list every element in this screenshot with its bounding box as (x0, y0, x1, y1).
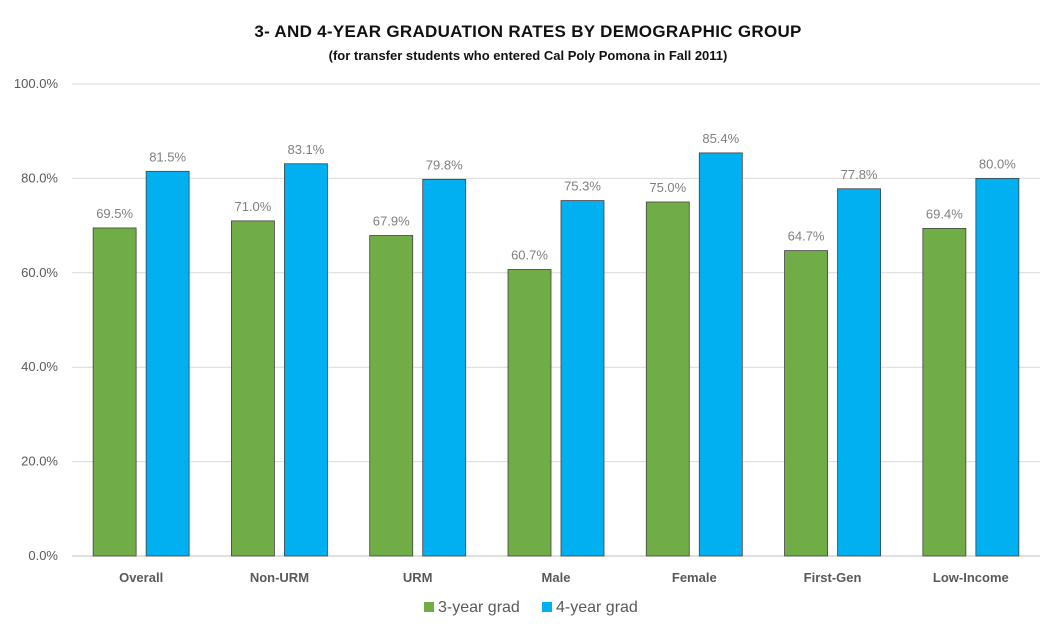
data-label: 81.5% (149, 149, 186, 164)
y-tick-label: 80.0% (21, 170, 58, 185)
data-label: 64.7% (788, 229, 825, 244)
x-tick-label: Overall (119, 570, 163, 585)
bar (837, 188, 881, 557)
data-label: 79.8% (426, 157, 463, 172)
x-tick-label: URM (403, 570, 433, 585)
bar (422, 178, 467, 557)
x-tick-label: Male (542, 570, 571, 585)
bar (92, 227, 137, 557)
bar (284, 163, 328, 557)
data-label: 85.4% (702, 131, 739, 146)
data-label: 75.0% (649, 180, 686, 195)
bar (645, 201, 690, 557)
legend-label: 4-year grad (556, 599, 638, 616)
legend-label: 3-year grad (438, 599, 520, 616)
x-tick-label: Non-URM (250, 570, 309, 585)
bar (231, 220, 275, 557)
y-tick-label: 20.0% (21, 454, 58, 469)
x-tick-label: First-Gen (804, 570, 862, 585)
data-label: 60.7% (511, 247, 548, 262)
legend-swatch (424, 602, 434, 612)
bar (560, 200, 605, 557)
legend-swatch (542, 602, 552, 612)
bar (145, 170, 190, 557)
data-label: 80.0% (979, 156, 1016, 171)
y-tick-label: 0.0% (28, 548, 58, 563)
bar (784, 250, 828, 557)
y-tick-label: 60.0% (21, 265, 58, 280)
data-label: 77.8% (841, 167, 878, 182)
y-tick-label: 40.0% (21, 359, 58, 374)
data-label: 75.3% (564, 179, 601, 194)
x-tick-label: Low-Income (933, 570, 1009, 585)
data-label: 83.1% (287, 142, 324, 157)
bar (507, 269, 552, 557)
data-label: 67.9% (373, 214, 410, 229)
data-label: 69.4% (926, 206, 963, 221)
bar (975, 177, 1020, 557)
bar (698, 152, 743, 557)
data-label: 71.0% (234, 199, 271, 214)
chart-subtitle: (for transfer students who entered Cal P… (328, 48, 728, 63)
x-tick-label: Female (672, 570, 717, 585)
chart-title: 3- AND 4-YEAR GRADUATION RATES BY DEMOGR… (254, 22, 802, 41)
y-tick-label: 100.0% (14, 76, 59, 91)
bar (922, 228, 967, 557)
data-label: 69.5% (96, 206, 133, 221)
bar (369, 235, 414, 557)
